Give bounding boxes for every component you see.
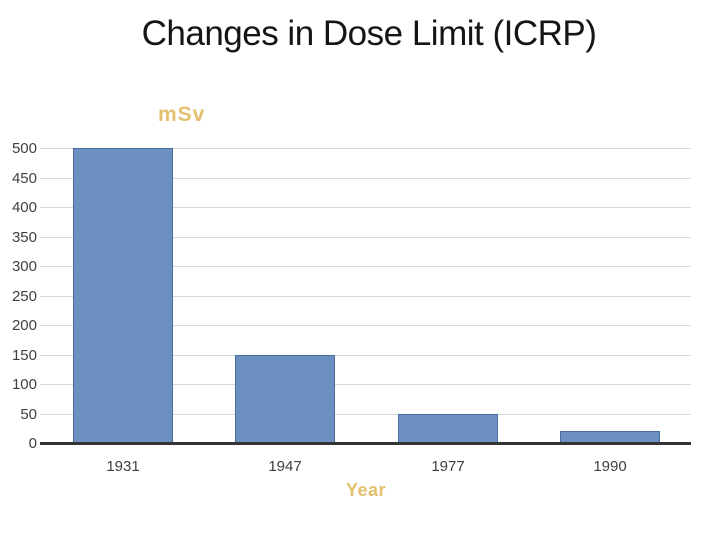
y-tick-label-50: 50: [20, 406, 37, 423]
gridline-350: [40, 237, 691, 238]
y-tick-label-200: 200: [11, 317, 37, 334]
y-tick-label-400: 400: [11, 199, 37, 216]
y-tick-label-100: 100: [11, 376, 37, 393]
gridline-150: [40, 355, 691, 356]
x-tick-label-1990: 1990: [593, 458, 627, 475]
y-tick-label-350: 350: [11, 229, 37, 246]
bar-1931: [73, 148, 173, 443]
y-tick-label-500: 500: [11, 140, 37, 157]
gridline-300: [40, 266, 691, 267]
bar-1977: [398, 414, 498, 444]
bar-1947: [235, 355, 335, 444]
gridline-50: [40, 414, 691, 415]
y-tick-label-150: 150: [11, 347, 37, 364]
x-tick-label-1947: 1947: [268, 458, 302, 475]
gridline-200: [40, 325, 691, 326]
gridline-500: [40, 148, 691, 149]
gridline-250: [40, 296, 691, 297]
gridline-100: [40, 384, 691, 385]
x-axis-line: [40, 442, 691, 445]
y-tick-label-450: 450: [11, 170, 37, 187]
y-tick-label-0: 0: [28, 435, 37, 452]
chart-title: Changes in Dose Limit (ICRP): [141, 14, 597, 53]
gridline-450: [40, 178, 691, 179]
y-tick-label-250: 250: [11, 288, 37, 305]
y-tick-label-300: 300: [11, 258, 37, 275]
gridline-400: [40, 207, 691, 208]
x-axis-title: Year: [346, 480, 387, 500]
x-tick-label-1931: 1931: [106, 458, 140, 475]
x-tick-label-1977: 1977: [431, 458, 465, 475]
y-axis-title: mSv: [158, 103, 206, 126]
